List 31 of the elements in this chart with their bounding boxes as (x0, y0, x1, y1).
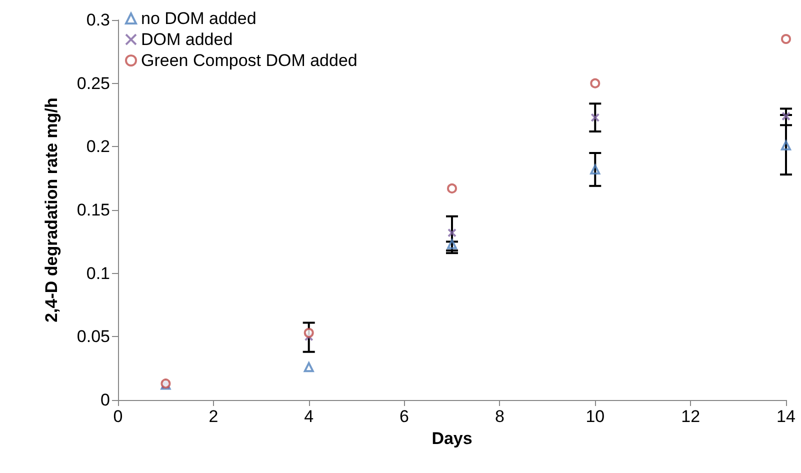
x-tick-label: 8 (494, 407, 504, 426)
point (448, 228, 456, 238)
x-tick-label: 14 (776, 407, 796, 426)
y-tick-label: 0.15 (76, 200, 110, 220)
legend-label: DOM added (141, 30, 233, 49)
y-tick-label: 0.05 (76, 327, 110, 346)
y-tick-label: 0.25 (76, 74, 110, 93)
x-tick-label: 4 (304, 407, 314, 426)
legend-label: no DOM added (141, 9, 256, 28)
y-tick-label: 0.2 (86, 137, 110, 156)
x-axis-title: Days (432, 428, 472, 448)
x-tick-label: 0 (113, 407, 123, 426)
legend-label: Green Compost DOM added (141, 51, 358, 70)
point (781, 140, 791, 150)
point (590, 164, 600, 174)
y-axis-title: 2,4-D degradation rate mg/h (42, 98, 61, 322)
y-tick-label: 0.1 (86, 264, 110, 283)
point (447, 239, 457, 250)
point (590, 113, 600, 122)
x-tick-label: 6 (400, 407, 410, 426)
point (304, 328, 314, 338)
x-tick-label: 2 (208, 407, 218, 426)
x-tick-label: 10 (586, 407, 605, 426)
point (782, 112, 790, 121)
point (781, 34, 791, 44)
point (590, 78, 600, 88)
point (304, 362, 314, 372)
y-tick-label: 0 (100, 390, 110, 410)
y-tick-label: 0.3 (86, 10, 110, 30)
point (447, 183, 457, 194)
x-tick-label: 12 (681, 407, 700, 426)
